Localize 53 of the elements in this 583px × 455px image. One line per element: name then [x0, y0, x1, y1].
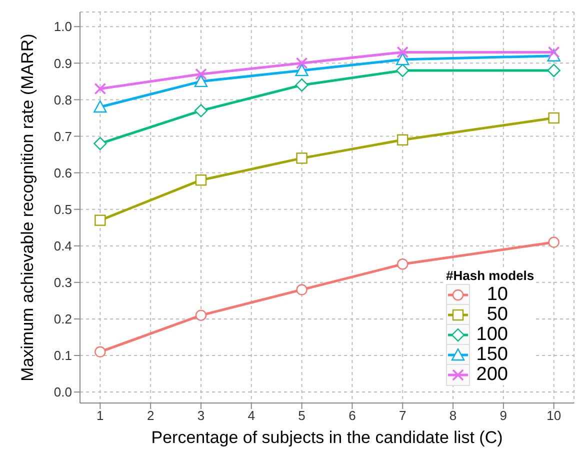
point: [195, 174, 207, 186]
point: [396, 64, 410, 78]
x-tick-label: 8: [449, 408, 457, 424]
y-axis-title: Maximum achievable recognition rate (MARR): [18, 34, 38, 382]
y-tick-label: 0.5: [54, 202, 72, 217]
point: [94, 100, 107, 113]
y-tick-label: 0.2: [54, 312, 72, 327]
point: [94, 136, 107, 150]
x-tick-label: 9: [500, 408, 508, 424]
y-tick-label: 0.6: [54, 165, 72, 180]
point: [548, 46, 560, 58]
legend-label: 200: [475, 364, 508, 386]
y-tick-label: 1.0: [54, 19, 72, 34]
point: [397, 258, 408, 270]
x-tick-label: 4: [248, 408, 256, 424]
y-tick-label: 0.9: [54, 56, 72, 71]
legend-label: 10: [486, 284, 508, 306]
point: [295, 78, 308, 92]
point: [94, 214, 106, 226]
y-tick-label: 0.7: [54, 128, 72, 144]
legend-label: 150: [475, 344, 508, 366]
point: [195, 310, 207, 321]
x-tick-label: 6: [348, 408, 356, 424]
x-axis-title: Percentage of subjects in the candidate list (C): [151, 428, 503, 447]
y-tick-label: 0.3: [54, 275, 72, 290]
legend-label: 50: [486, 304, 508, 326]
point: [396, 46, 409, 58]
point: [295, 64, 308, 76]
point: [194, 104, 208, 118]
point: [94, 82, 106, 95]
point: [296, 152, 308, 164]
point: [548, 112, 560, 124]
point: [396, 52, 410, 66]
x-tick-label: 2: [146, 408, 154, 424]
y-tick-label: 0.0: [54, 384, 72, 400]
x-tick-label: 3: [197, 408, 205, 424]
y-tick-label: 0.8: [54, 92, 72, 108]
point: [94, 346, 106, 358]
point: [296, 284, 308, 296]
point: [195, 68, 207, 80]
x-tick-label: 1: [96, 408, 104, 424]
point: [547, 64, 560, 78]
y-tick-label: 0.1: [54, 348, 72, 364]
x-tick-label: 10: [546, 408, 562, 424]
point: [296, 57, 308, 70]
point: [397, 134, 408, 146]
y-tick-label: 0.4: [54, 238, 72, 254]
x-tick-label: 5: [298, 408, 306, 424]
point: [194, 74, 208, 88]
x-tick-label: 7: [398, 408, 406, 424]
legend-title: #Hash models: [446, 268, 534, 283]
point: [548, 236, 560, 248]
legend-label: 100: [475, 324, 508, 346]
